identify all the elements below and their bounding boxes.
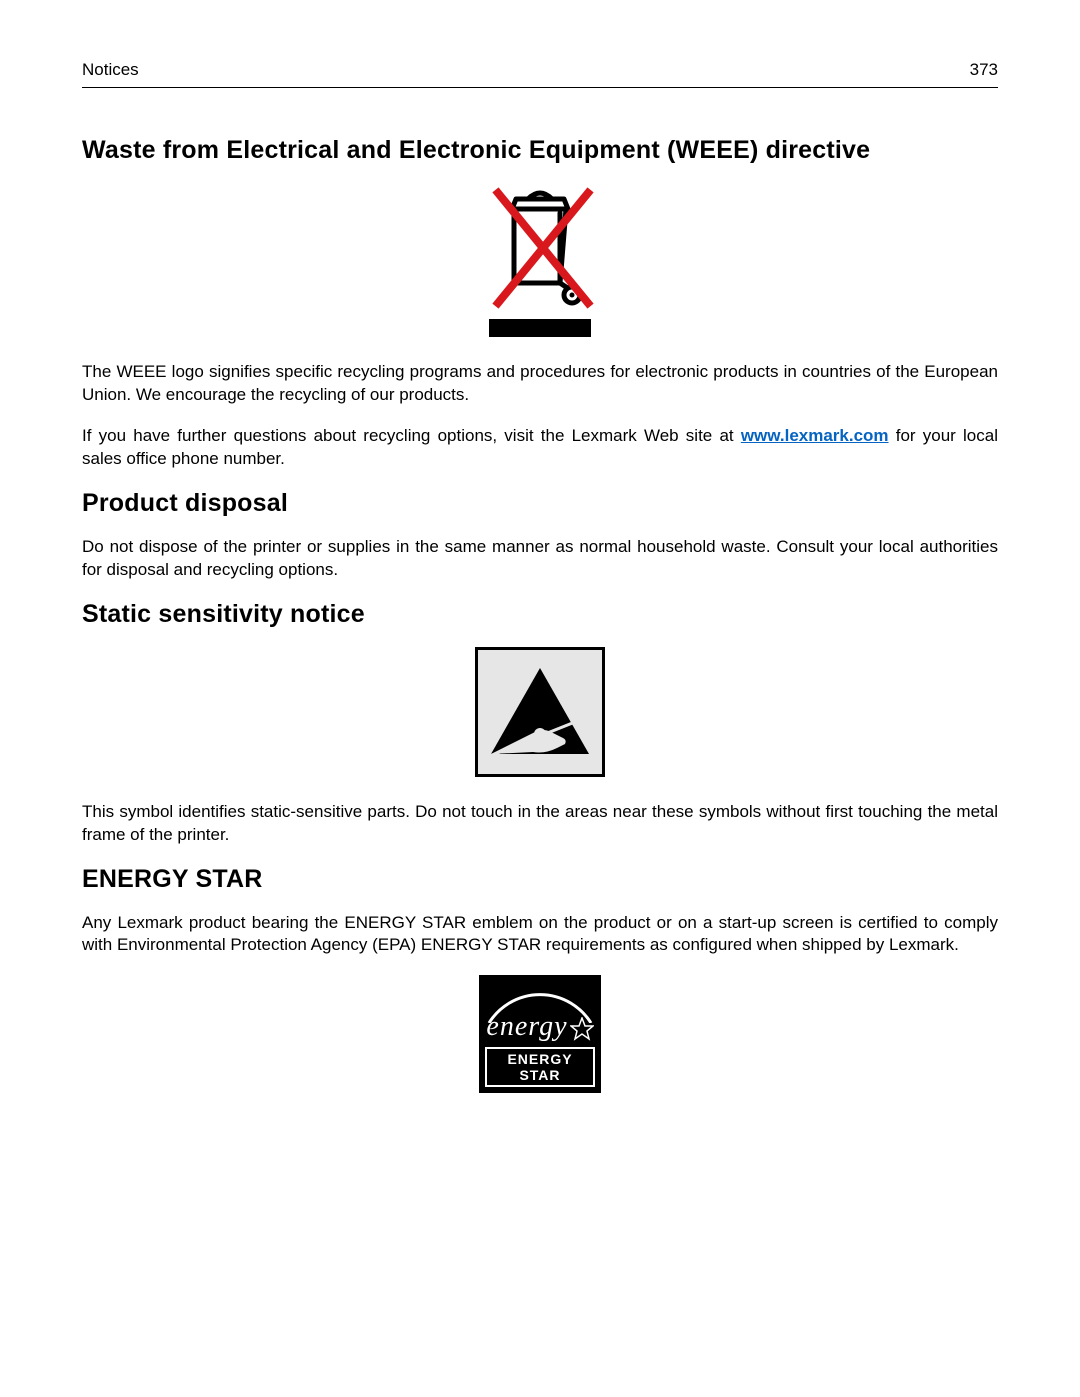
esd-figure [82,647,998,777]
energystar-paragraph: Any Lexmark product bearing the ENERGY S… [82,912,998,958]
esd-sensitive-triangle-icon [475,647,605,777]
header-section-label: Notices [82,60,139,80]
weee-para2-pre: If you have further questions about recy… [82,426,741,445]
static-heading: Static sensitivity notice [82,600,998,629]
energystar-label-text: ENERGY STAR [485,1047,595,1087]
crossed-out-wheeled-bin-icon [470,183,610,337]
header-page-number: 373 [970,60,998,80]
disposal-heading: Product disposal [82,489,998,518]
document-page: Notices 373 Waste from Electrical and El… [0,0,1080,1217]
weee-figure [82,183,998,337]
weee-paragraph-2: If you have further questions about recy… [82,425,998,471]
page-header: Notices 373 [82,60,998,88]
energystar-heading: ENERGY STAR [82,865,998,894]
weee-heading: Waste from Electrical and Electronic Equ… [82,136,998,165]
energystar-figure: energy ENERGY STAR [82,975,998,1093]
lexmark-link[interactable]: www.lexmark.com [741,426,889,445]
static-paragraph: This symbol identifies static-sensitive … [82,801,998,847]
disposal-paragraph: Do not dispose of the printer or supplie… [82,536,998,582]
energy-star-logo: energy ENERGY STAR [479,975,601,1093]
weee-paragraph-1: The WEEE logo signifies specific recycli… [82,361,998,407]
